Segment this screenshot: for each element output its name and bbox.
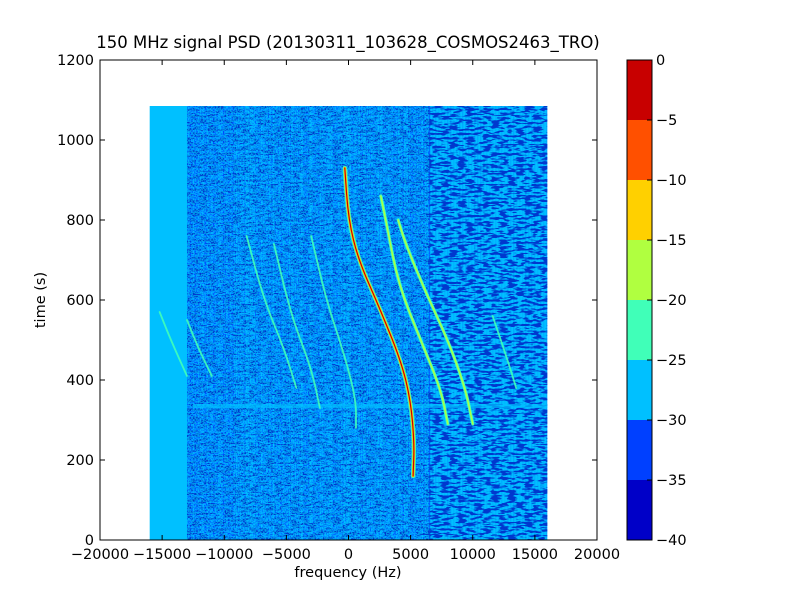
colorbar-level [627,420,652,480]
y-axis-label: time (s) [33,272,49,328]
signal-trace [186,319,213,377]
signal-trace [273,243,321,409]
colorbar-tick-label: −10 [656,173,687,189]
x-axis-ticks: −20000 −15000 −10000 −5000 0 5000 10000 15000 20… [71,60,620,563]
signal-trace [310,235,357,429]
y-tick-label: 400 [66,373,94,389]
colorbar-tick-label: −5 [656,113,677,129]
x-tick-label: 5000 [392,547,429,563]
x-tick-label: −15000 [133,547,191,563]
x-tick-label: 0 [344,547,353,563]
y-axis-ticks: 0 200 400 600 800 1000 1200 [57,53,597,549]
x-tick-label: −20000 [71,547,129,563]
colorbar-level [627,360,652,420]
chart-title: 150 MHz signal PSD (20130311_103628_COSM… [96,33,600,53]
signal-traces [158,165,518,479]
colorbar-tick-label: −30 [656,413,687,429]
signal-trace [380,195,449,425]
signal-trace [344,167,415,477]
signal-trace [245,235,298,389]
signal-trace [158,311,188,377]
x-tick-label: −10000 [195,547,253,563]
y-tick-label: 0 [85,533,94,549]
colorbar-level [627,480,652,540]
y-tick-label: 1200 [57,53,94,69]
colorbar-level [627,60,652,120]
x-tick-label: 10000 [450,547,496,563]
x-axis-label: frequency (Hz) [294,565,401,581]
colorbar: 0 −5 −10 −15 −20 −25 −30 −35 −40 [626,53,687,549]
y-tick-label: 800 [66,213,94,229]
colorbar-tick-label: −40 [656,533,687,549]
signal-trace [397,219,474,425]
colorbar-level [627,180,652,240]
colorbar-level [627,240,652,300]
y-tick-label: 200 [66,453,94,469]
x-tick-label: −5000 [262,547,311,563]
signal-trace [491,315,518,389]
colorbar-level [627,120,652,180]
colorbar-level [627,300,652,360]
x-tick-label: 15000 [512,547,558,563]
x-tick-label: 20000 [574,547,620,563]
colorbar-tick-label: −15 [656,233,687,249]
y-tick-label: 600 [66,293,94,309]
colorbar-tick-label: −35 [656,473,687,489]
colorbar-tick-label: 0 [656,53,665,69]
plot-area [100,60,597,540]
y-tick-label: 1000 [57,133,94,149]
horizontal-artifact [193,404,548,408]
heatmap-speckle-texture [186,106,430,540]
colorbar-tick-label: −25 [656,353,687,369]
colorbar-tick-label: −20 [656,293,687,309]
